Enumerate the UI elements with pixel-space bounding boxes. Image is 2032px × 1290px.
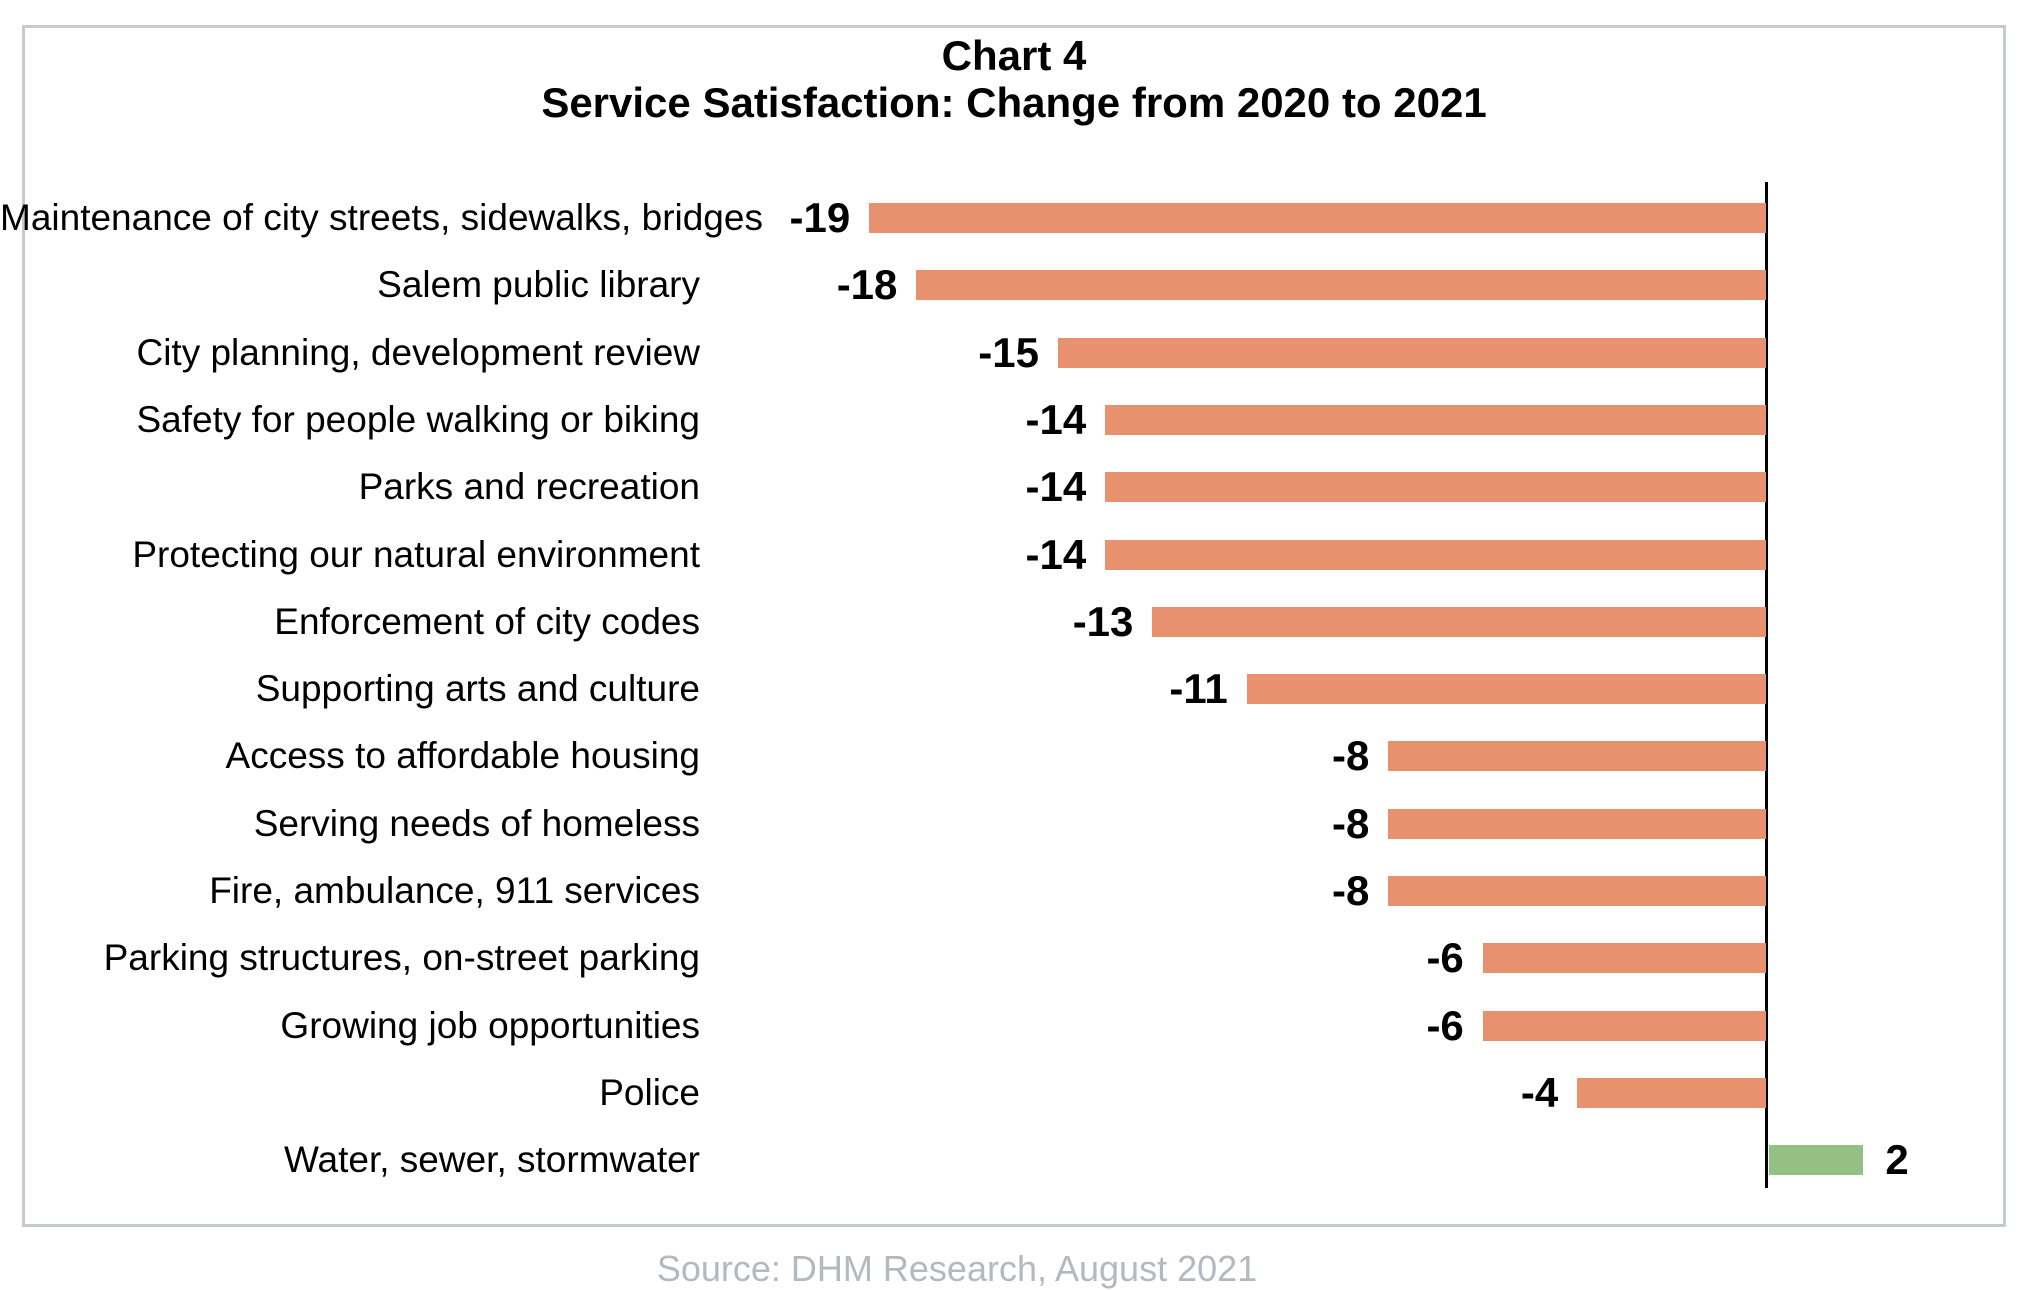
value-label: -15 — [978, 328, 1039, 376]
positive-bar — [1769, 1145, 1864, 1176]
negative-bar — [1105, 539, 1766, 570]
value-label: 2 — [1885, 1136, 1909, 1184]
category-label: Serving needs of homeless — [253, 802, 700, 844]
negative-bar — [1058, 337, 1766, 368]
chart-title-line2: Service Satisfaction: Change from 2020 t… — [541, 79, 1487, 126]
value-label: -14 — [1025, 530, 1087, 578]
value-label: -8 — [1332, 732, 1370, 780]
negative-bar — [1577, 1077, 1766, 1108]
category-label: Supporting arts and culture — [255, 668, 700, 710]
negative-bar — [1246, 674, 1766, 705]
negative-bar — [1105, 404, 1766, 435]
negative-bar — [1105, 472, 1766, 503]
category-label: Parking structures, on-street parking — [103, 937, 700, 979]
negative-bar — [1388, 876, 1766, 906]
negative-bar — [1388, 741, 1766, 772]
zero-axis-line — [1765, 182, 1768, 1188]
category-label: Maintenance of city streets, sidewalks, … — [0, 197, 763, 238]
value-label: -6 — [1426, 1001, 1464, 1049]
value-label: -4 — [1520, 1068, 1559, 1116]
category-label: Safety for people walking or biking — [136, 398, 700, 440]
value-label: -14 — [1025, 395, 1087, 443]
category-label: Access to affordable housing — [225, 735, 700, 777]
value-label: -19 — [789, 194, 851, 241]
chart-title-line1: Chart 4 — [941, 32, 1087, 79]
negative-bar — [1152, 606, 1766, 637]
category-label: Enforcement of city codes — [274, 600, 700, 642]
category-label: Protecting our natural environment — [132, 533, 700, 575]
value-label: -8 — [1332, 867, 1370, 914]
category-label: Police — [599, 1071, 700, 1113]
category-label: Salem public library — [377, 264, 700, 306]
category-label: Fire, ambulance, 911 services — [209, 870, 700, 911]
value-label: -14 — [1025, 463, 1087, 511]
negative-bar — [869, 203, 1766, 233]
value-label: -11 — [1169, 665, 1228, 713]
value-label: -8 — [1332, 799, 1370, 847]
negative-bar — [1388, 808, 1766, 839]
negative-bar — [1482, 1010, 1766, 1041]
value-label: -13 — [1072, 597, 1134, 645]
chart-title: Chart 4 Service Satisfaction: Change fro… — [22, 32, 2006, 126]
category-label: Parks and recreation — [358, 466, 700, 508]
value-label: -18 — [836, 261, 898, 309]
category-label: Growing job opportunities — [280, 1004, 700, 1046]
source-caption: Source: DHM Research, August 2021 — [656, 1248, 1258, 1289]
value-label: -6 — [1426, 934, 1464, 982]
negative-bar — [916, 270, 1766, 301]
category-label: Water, sewer, stormwater — [283, 1139, 700, 1181]
negative-bar — [1482, 943, 1766, 974]
category-label: City planning, development review — [136, 331, 700, 373]
